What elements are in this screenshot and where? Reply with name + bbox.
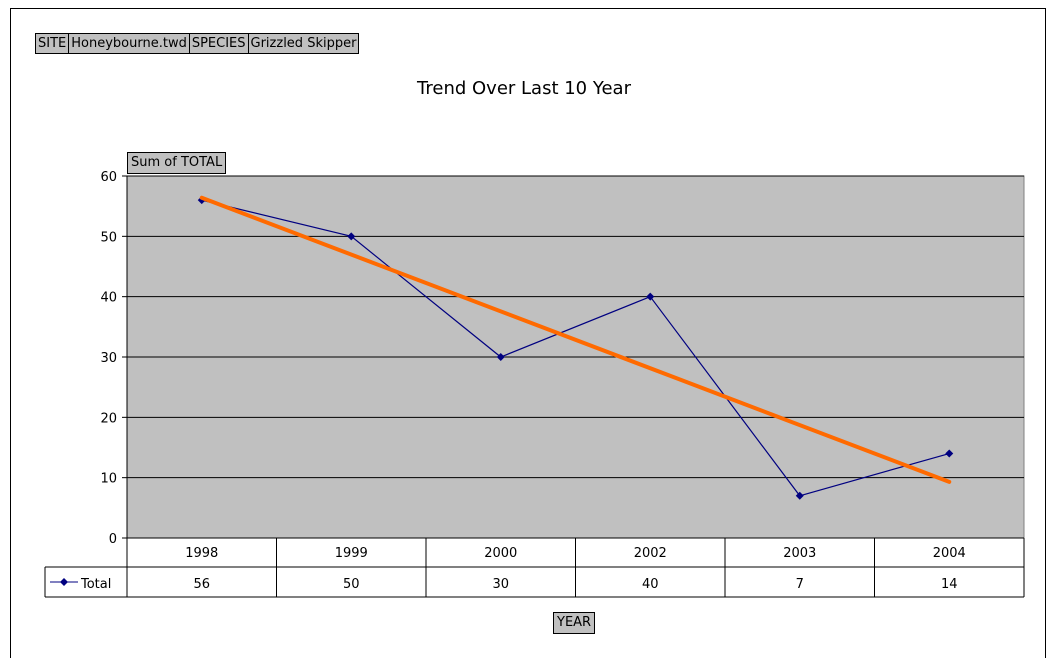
y-tick-label: 30 [100,351,117,366]
y-tick-label: 50 [100,230,117,245]
series-line-total [201,199,950,497]
data-field-button[interactable]: Sum of TOTAL [127,152,227,174]
y-tick-label: 10 [100,472,117,487]
table-value: 50 [343,577,360,592]
category-label: 2003 [783,546,816,561]
y-tick-label: 40 [100,291,117,306]
filter-species-value-button[interactable]: Grizzled Skipper [247,33,360,54]
category-label: 2002 [634,546,667,561]
data-point [496,353,505,361]
legend-marker [60,578,68,586]
data-point [646,292,655,301]
y-tick-label: 0 [109,532,117,547]
table-value: 14 [941,577,958,592]
category-field-button[interactable]: YEAR [553,612,596,634]
legend-label: Total [80,577,111,592]
table-value: 56 [193,577,210,592]
y-tick-label: 20 [100,411,117,426]
chart-title: Trend Over Last 10 Year [417,78,631,99]
trend-line [199,195,952,484]
category-label: 1999 [335,546,368,561]
table-value: 40 [642,577,659,592]
data-point [945,449,954,458]
filter-site-label-button[interactable]: SITE [35,33,70,54]
category-label: 1998 [185,546,218,561]
category-label: 2004 [933,546,966,561]
data-point [795,491,804,500]
page-filter-row: SITE Honeybourne.twd SPECIES Grizzled Sk… [35,33,360,54]
chart-frame [10,8,1046,658]
category-label: 2000 [484,546,517,561]
table-value: 30 [492,577,509,592]
y-tick-label: 60 [100,170,117,185]
filter-site-value-button[interactable]: Honeybourne.twd [68,33,190,54]
data-point [347,232,356,241]
table-value: 7 [796,577,804,592]
